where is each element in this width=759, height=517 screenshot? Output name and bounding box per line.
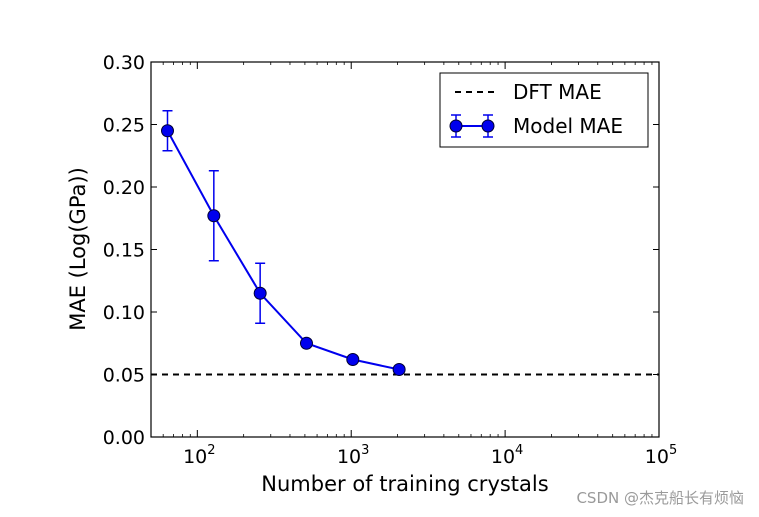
data-point bbox=[253, 286, 267, 300]
y-tick-label: 0.05 bbox=[103, 365, 145, 387]
data-point bbox=[160, 124, 174, 138]
x-axis: 102 103 104 105 bbox=[150, 62, 677, 468]
y-axis-label: MAE (Log(GPa)) bbox=[66, 167, 90, 331]
y-axis: 0.00 0.05 0.10 0.15 0.20 0.25 0.30 bbox=[103, 52, 659, 449]
y-tick-label: 0.10 bbox=[103, 302, 145, 324]
data-point bbox=[207, 209, 221, 223]
y-tick-label: 0.25 bbox=[103, 115, 145, 137]
data-point bbox=[392, 363, 406, 376]
legend: DFT MAE Model MAE bbox=[439, 72, 649, 148]
data-point bbox=[299, 336, 313, 350]
x-tick-label: 103 bbox=[337, 443, 369, 468]
data-point bbox=[346, 353, 360, 366]
legend-dft-label: DFT MAE bbox=[513, 80, 602, 104]
y-tick-label: 0.20 bbox=[103, 177, 145, 199]
y-tick-label: 0.30 bbox=[103, 52, 145, 74]
y-tick-label: 0.15 bbox=[103, 240, 145, 262]
x-tick-label: 105 bbox=[645, 443, 677, 468]
x-axis-label: Number of training crystals bbox=[261, 472, 548, 496]
legend-frame bbox=[439, 72, 649, 148]
legend-model-label: Model MAE bbox=[513, 114, 623, 138]
legend-model-marker bbox=[449, 114, 495, 138]
watermark: CSDN @杰克船长有烦恼 bbox=[576, 489, 744, 507]
series-layer bbox=[151, 110, 659, 376]
model-mae-line bbox=[166, 130, 400, 371]
y-tick-label: 0.00 bbox=[103, 427, 145, 449]
x-tick-label: 104 bbox=[491, 443, 523, 468]
x-tick-label: 102 bbox=[183, 443, 215, 468]
